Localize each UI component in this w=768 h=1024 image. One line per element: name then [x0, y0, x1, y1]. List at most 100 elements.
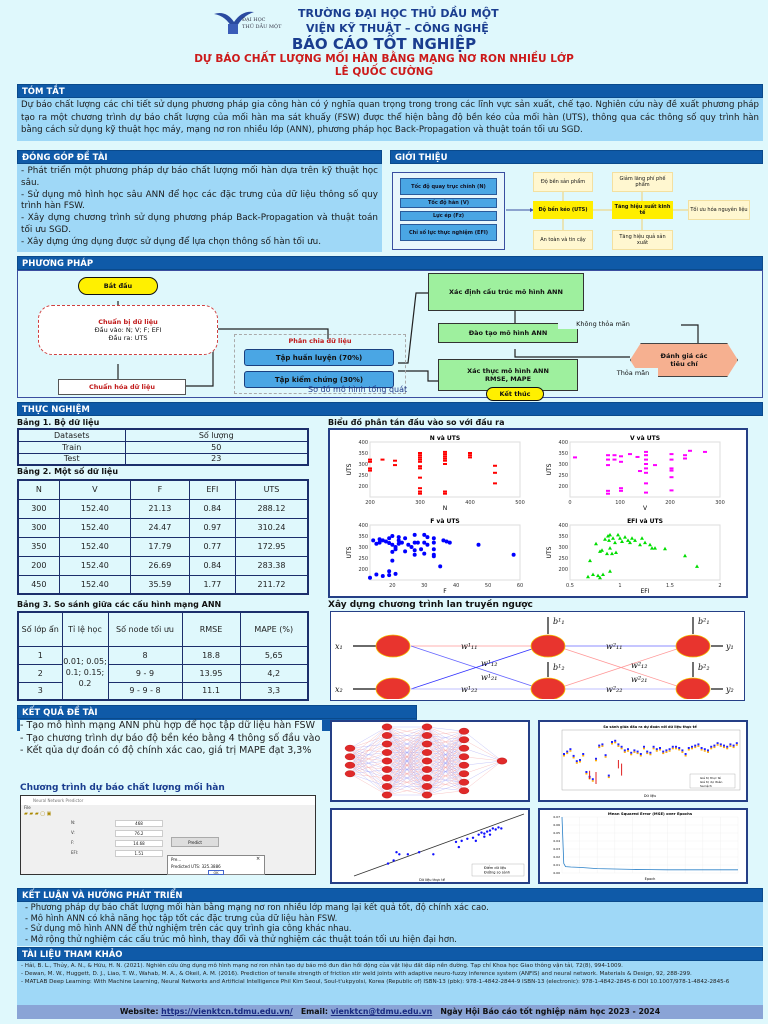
x1-label: x₁ [335, 642, 343, 651]
svg-text:300: 300 [358, 545, 368, 551]
reference-item: - MATLAB Deep Learning: With Machine Lea… [21, 979, 730, 986]
svg-text:100: 100 [615, 500, 625, 506]
n-input[interactable]: 468 [115, 820, 163, 827]
svg-text:200: 200 [558, 484, 568, 490]
split-title: Phân chia dữ liệu [288, 337, 352, 345]
svg-text:300: 300 [558, 462, 568, 468]
table3-caption: Bảng 3. So sánh giữa các cấu hình mạng A… [17, 600, 222, 609]
reference-item: - Dewan, M. W., Huggett, D. J., Liao, T.… [21, 971, 692, 978]
table-row: 350 152.40 17.79 0.77 172.95 [17, 536, 309, 557]
svg-text:w¹₂₂: w¹₂₂ [461, 685, 477, 694]
table-row: Test 23 [17, 452, 309, 466]
svg-text:30: 30 [421, 583, 427, 589]
scatter-efi-uts: EFI và UTS 200 250 300 350 400 0.5 1 1.5 2 EFI UTS [546, 518, 722, 595]
learning-rates: 0.01; 0.05; 0.1; 0.15; 0.2 [61, 645, 109, 701]
svg-text:w²₂₂: w²₂₂ [606, 685, 622, 694]
footer: Website: https://vienktcn.tdmu.edu.vn/ E… [17, 1005, 763, 1019]
svg-text:300: 300 [358, 462, 368, 468]
svg-text:So sánh giữa đầu ra dự đoán vớ: So sánh giữa đầu ra dự đoán với dữ liệu … [603, 725, 697, 729]
app-caption: Chương trình dự báo chất lượng mối hàn [20, 783, 225, 793]
contributions-heading: ĐÓNG GÓP ĐỀ TÀI [17, 150, 382, 164]
v-input[interactable]: 76.2 [115, 830, 163, 837]
contribution-item: - Xây dựng ứng dụng được sử dụng để lựa … [21, 236, 322, 247]
contribution-item: - Xây dựng chương trình sử dụng phương p… [21, 213, 378, 235]
svg-text:0.01: 0.01 [553, 863, 560, 867]
svg-text:350: 350 [558, 534, 568, 540]
regression-panel: Điểm dữ liệu Đường so sánh Dữ liệu thực tế [330, 808, 530, 884]
intro-diagram: Tốc độ quay trục chính (N) Tốc độ hàn (V… [390, 170, 763, 255]
field-label-n: N: [71, 820, 76, 825]
event-name: Ngày Hội Báo cáo tốt nghiệp năm học 2023… [440, 1007, 661, 1016]
safety-box: An toàn và tin cậy [533, 230, 593, 250]
predict-button[interactable]: Predict [171, 837, 219, 847]
email-label: Email: [300, 1007, 331, 1016]
svg-text:200: 200 [558, 567, 568, 573]
svg-text:200: 200 [365, 500, 375, 506]
app-menu-file[interactable]: File [24, 805, 31, 810]
svg-text:Giá trị dự đoán: Giá trị dự đoán [700, 780, 722, 784]
svg-text:400: 400 [358, 523, 368, 529]
scatter-n-uts: N và UTS 200 250 300 350 400 200 300 400 500 N UTS [346, 435, 525, 512]
svg-text:200: 200 [358, 567, 368, 573]
f-input[interactable]: 14.68 [115, 840, 163, 847]
conclusion-item: - Phương pháp dự báo chất lượng mối hàn … [25, 902, 489, 912]
svg-text:1.5: 1.5 [666, 583, 674, 589]
svg-text:V: V [643, 505, 648, 512]
svg-text:UTS: UTS [346, 463, 353, 475]
prep-outputs: Đầu ra: UTS [108, 334, 148, 342]
validate-node: Xác thực mô hình ANN RMSE, MAPE [438, 359, 578, 391]
thesis-title: DỰ BÁO CHẤT LƯỢNG MỐI HÀN BẰNG MẠNG NƠ R… [194, 53, 574, 65]
svg-text:w¹₁₂: w¹₁₂ [481, 659, 497, 668]
svg-text:Dữ liệu: Dữ liệu [644, 794, 656, 798]
svg-text:1: 1 [618, 583, 621, 589]
svg-text:Dữ liệu thực tế: Dữ liệu thực tế [419, 878, 446, 882]
app-toolbar: ▰ ▰ ▰ ▢ ▣ [24, 811, 52, 817]
efi-input[interactable]: 1.51 [115, 850, 163, 857]
website-link[interactable]: https://vienktcn.tdmu.edu.vn/ [161, 1007, 293, 1016]
field-label-efi: EFI: [71, 850, 79, 855]
svg-text:Điểm dữ liệu: Điểm dữ liệu [484, 865, 506, 870]
abstract-heading: TÓM TẮT [17, 84, 763, 98]
start-node: Bắt đầu [78, 277, 158, 295]
svg-text:60: 60 [517, 583, 523, 589]
header-school: TRƯỜNG ĐẠI HỌC THỦ DẦU MỘT VIỆN KỸ THUẬT… [298, 7, 499, 36]
table-header: Số lượng [124, 428, 309, 442]
table2-caption: Bảng 2. Một số dữ liệu [17, 467, 119, 476]
conclusion-item: - Mô hình ANN có khả năng học tập tốt cá… [25, 912, 338, 923]
svg-text:250: 250 [558, 556, 568, 562]
production-box: Tăng hiệu quả sản xuất [612, 230, 673, 250]
train-set-node: Tập huấn luyện (70%) [244, 349, 394, 366]
table-row: 200 152.40 26.69 0.84 283.38 [17, 555, 309, 576]
svg-text:500: 500 [515, 500, 525, 506]
field-label-v: V: [71, 830, 75, 835]
svg-text:0.02: 0.02 [553, 855, 560, 859]
backprop-caption: Xây dựng chương trình lan truyền ngược [328, 600, 533, 610]
abstract-text: Dự báo chất lượng các chi tiết sử dụng p… [17, 98, 763, 141]
normalize-node: Chuẩn hóa dữ liệu [58, 379, 186, 395]
website-label: Website: [119, 1007, 162, 1016]
satisfied-label: Thỏa mãn [608, 368, 658, 378]
svg-text:350: 350 [358, 534, 368, 540]
dialog-ok-button[interactable]: OK [208, 870, 224, 875]
table-row: 300 152.40 24.47 0.97 310.24 [17, 517, 309, 538]
ann-architecture [332, 722, 528, 800]
author-name: LÊ QUỐC CƯỜNG [334, 66, 434, 78]
svg-text:w²₁₁: w²₁₁ [606, 642, 622, 651]
backprop-diagram: x₁ x₂ y₁ y₂ w¹₁₁ w¹₁₂ w¹₂₁ w¹₂₂ w²₁₁ w²₁… [330, 611, 745, 701]
svg-text:350: 350 [358, 451, 368, 457]
intro-heading: GIỚI THIỆU [390, 150, 763, 164]
contribution-item: - Sử dụng mô hình học sâu ANN để học các… [21, 189, 378, 212]
dialog-close-icon[interactable]: × [256, 856, 261, 862]
scatter-f-uts: F và UTS 200 250 300 350 400 20 30 40 50 60 F UTS [346, 518, 523, 595]
scatter-caption: Biểu đồ phân tán đầu vào so với đầu ra [328, 418, 505, 427]
email-link[interactable]: vienktcn@tdmu.edu.vn [330, 1007, 433, 1016]
conclusion-item: - Mở rộng thử nghiệm các cấu trúc mô hìn… [25, 933, 457, 944]
method-flowchart: Bắt đầu Chuẩn bị dữ liệu Đầu vào: N; V; … [17, 270, 763, 401]
prediction-dialog: Pre... × Predicted UTS: 325.3886 OK [167, 855, 265, 875]
contribution-item: - Phát triển một phương pháp dự báo chất… [21, 166, 378, 188]
svg-text:UTS: UTS [546, 546, 553, 558]
economic-box: Tăng hiệu suất kinh tế [612, 201, 673, 219]
svg-text:UTS: UTS [346, 546, 353, 558]
durability-box: Độ bền sản phẩm [533, 172, 593, 192]
prep-inputs: Đầu vào: N; V; F; EFI [94, 326, 162, 334]
